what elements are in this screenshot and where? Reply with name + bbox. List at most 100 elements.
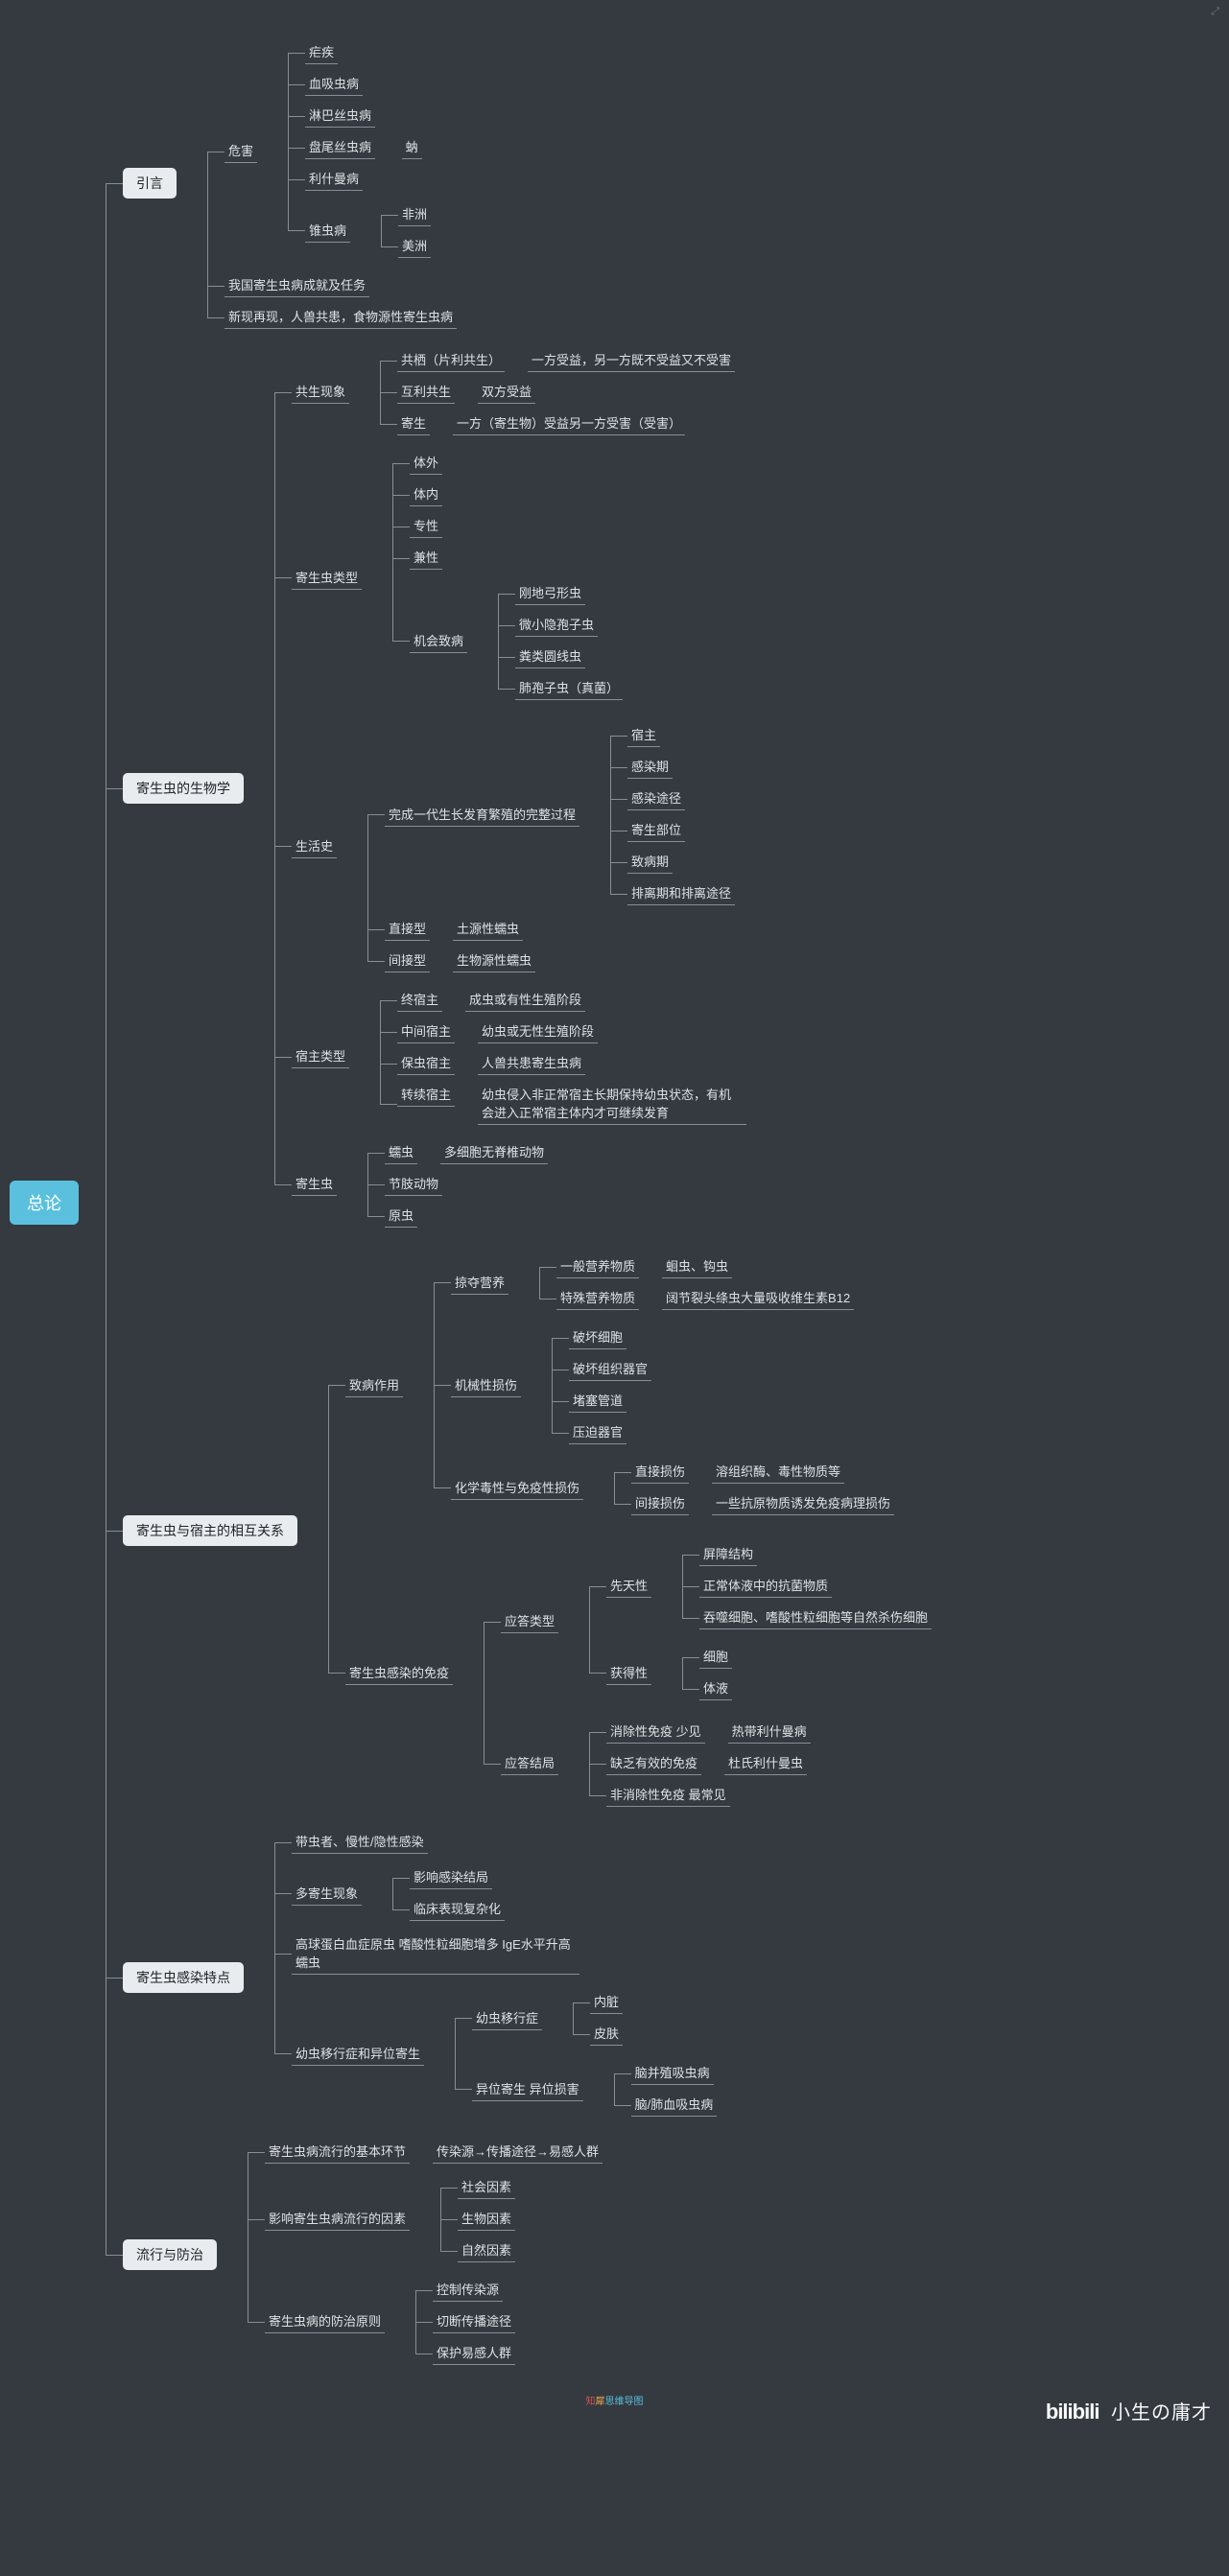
patho-chem: 化学毒性与免疫性损伤 [451, 1476, 583, 1500]
intro-harm[interactable]: 危害 [225, 139, 257, 163]
tryp-america: 美洲 [398, 234, 431, 258]
rel-immune[interactable]: 寄生虫感染的免疫 [345, 1661, 453, 1685]
innate-1: 正常体液中的抗菌物质 [699, 1574, 832, 1598]
host-res-d: 人兽共患寄生虫病 [478, 1051, 585, 1075]
mech-2: 堵塞管道 [569, 1389, 626, 1413]
opp-crypto: 微小隐孢子虫 [515, 613, 598, 637]
lc-indirect-c: 生物源性蠕虫 [453, 948, 535, 972]
host-par-d: 幼虫侵入非正常宿主长期保持幼虫状态，有机会进入正常宿主体内才可继续发育 [478, 1083, 746, 1125]
feat-larva: 幼虫移行症和异位寄生 [292, 2042, 424, 2066]
innate-2: 吞噬细胞、嗜酸性粒细胞等自然杀伤细胞 [699, 1605, 932, 1629]
opp-strongy: 粪类圆线虫 [515, 644, 585, 668]
rel-patho[interactable]: 致病作用 [345, 1373, 403, 1397]
out-inef-d: 杜氏利什曼虫 [724, 1751, 807, 1775]
intro-emerging: 新现再现，人兽共患，食物源性寄生虫病 [225, 305, 457, 329]
sym-mutual-desc: 双方受益 [478, 380, 535, 404]
sym-para-desc: 一方（寄生物）受益另一方受害（受害） [453, 411, 685, 435]
out-inef: 缺乏有效的免疫 [606, 1751, 701, 1775]
lc-infstage: 感染期 [627, 755, 673, 779]
patho-mech: 机械性损伤 [451, 1373, 521, 1397]
type-opp: 机会致病 [410, 629, 467, 653]
mech-1: 破坏组织器官 [569, 1357, 651, 1381]
imm-acq: 获得性 [606, 1661, 651, 1685]
princ-2: 保护易感人群 [433, 2341, 515, 2365]
center-watermark: 知犀思维导图 [586, 2393, 644, 2407]
branch-prevention[interactable]: 流行与防治 [123, 2239, 217, 2270]
feat-hyper: 高球蛋白血症原虫 嗜酸性粒细胞增多 IgE水平升高蠕虫 [292, 1932, 579, 1975]
kind-helm: 蠕虫 [385, 1140, 417, 1164]
sym-commensal-desc: 一方受益，另一方既不受益又不受害 [528, 348, 735, 372]
harm-malaria: 疟疾 [305, 40, 338, 64]
feat-carrier: 带虫者、慢性/隐性感染 [292, 1830, 428, 1854]
bio-host[interactable]: 宿主类型 [292, 1044, 349, 1068]
nut-gen-d: 蛔虫、钩虫 [662, 1254, 732, 1278]
host-res: 保虫宿主 [397, 1051, 455, 1075]
mig-1: 皮肤 [590, 2022, 623, 2046]
larva-ect: 异位寄生 异位损害 [472, 2077, 583, 2101]
sym-commensal: 共栖（片利共生） [397, 348, 505, 372]
host-def: 终宿主 [397, 988, 442, 1012]
ect-0: 脑并殖吸虫病 [631, 2061, 714, 2085]
harm-filaria: 淋巴丝虫病 [305, 104, 375, 128]
lc-route: 感染途径 [627, 786, 685, 810]
chem-dir: 直接损伤 [631, 1460, 689, 1484]
fact-1: 生物因素 [458, 2207, 515, 2231]
lc-indirect: 间接型 [385, 948, 430, 972]
acq-1: 体液 [699, 1676, 732, 1700]
host-par: 转续宿主 [397, 1083, 455, 1107]
sym-mutual: 互利共生 [397, 380, 455, 404]
out-non: 非消除性免疫 最常见 [606, 1783, 730, 1807]
chem-ind-d: 一些抗原物质诱发免疫病理损伤 [712, 1491, 894, 1515]
branch-intro[interactable]: 引言 [123, 168, 177, 199]
harm-schisto: 血吸虫病 [305, 72, 363, 96]
prev-links-d: 传染源→传播途径→易感人群 [433, 2140, 603, 2164]
type-endo: 体内 [410, 482, 442, 506]
host-def-d: 成虫或有性生殖阶段 [465, 988, 585, 1012]
harm-onco: 盘尾丝虫病 [305, 135, 375, 159]
feat-poly: 多寄生现象 [292, 1882, 362, 1906]
bio-kinds[interactable]: 寄生虫 [292, 1172, 337, 1196]
lc-host: 宿主 [627, 723, 660, 747]
sym-para: 寄生 [397, 411, 430, 435]
branch-relation[interactable]: 寄生虫与宿主的相互关系 [123, 1515, 297, 1546]
imm-outcome: 应答结局 [501, 1751, 558, 1775]
bio-symbiosis[interactable]: 共生现象 [292, 380, 349, 404]
harm-onco-vector: 蚋 [402, 135, 422, 159]
princ-1: 切断传播途径 [433, 2309, 515, 2333]
bio-lifecycle[interactable]: 生活史 [292, 834, 337, 858]
acq-0: 细胞 [699, 1645, 732, 1669]
larva-mig: 幼虫移行症 [472, 2006, 542, 2030]
opp-pneumo: 肺孢子虫（真菌） [515, 676, 623, 700]
type-ecto: 体外 [410, 451, 442, 475]
poly-1: 临床表现复杂化 [410, 1897, 505, 1921]
mech-3: 压迫器官 [569, 1420, 626, 1444]
root-node[interactable]: 总论 [10, 1181, 79, 1225]
patho-nut: 掠夺营养 [451, 1271, 508, 1295]
opp-toxo: 刚地弓形虫 [515, 581, 585, 605]
lc-direct-c: 土源性蠕虫 [453, 917, 523, 941]
lc-patho: 致病期 [627, 850, 673, 874]
branch-biology[interactable]: 寄生虫的生物学 [123, 773, 244, 804]
mig-0: 内脏 [590, 1990, 623, 2014]
nut-spec-d: 阔节裂头绦虫大量吸收维生素B12 [662, 1286, 854, 1310]
bio-types[interactable]: 寄生虫类型 [292, 566, 362, 590]
root-children: 引言 危害 疟疾 血吸虫病 淋巴丝虫病 盘尾丝虫病 蚋 [79, 29, 932, 2377]
nut-gen: 一般营养物质 [556, 1254, 639, 1278]
harm-leish: 利什曼病 [305, 167, 363, 191]
imm-types: 应答类型 [501, 1609, 558, 1633]
poly-0: 影响感染结局 [410, 1865, 492, 1889]
expand-icon[interactable]: ⤢ [1211, 6, 1219, 18]
kind-proto: 原虫 [385, 1204, 417, 1228]
fact-2: 自然因素 [458, 2238, 515, 2262]
mindmap: 总论 引言 危害 疟疾 血吸虫病 淋巴丝虫病 盘尾 [10, 29, 1219, 2377]
out-ster: 消除性免疫 少见 [606, 1720, 705, 1744]
imm-innate: 先天性 [606, 1574, 651, 1598]
kind-arth: 节肢动物 [385, 1172, 442, 1196]
branch-features[interactable]: 寄生虫感染特点 [123, 1962, 244, 1993]
type-facul: 兼性 [410, 546, 442, 570]
author-name: 小生の庸才 [1111, 2402, 1212, 2424]
nut-spec: 特殊营养物质 [556, 1286, 639, 1310]
fact-0: 社会因素 [458, 2175, 515, 2199]
lc-complete: 完成一代生长发育繁殖的完整过程 [385, 803, 579, 827]
innate-0: 屏障结构 [699, 1542, 757, 1566]
